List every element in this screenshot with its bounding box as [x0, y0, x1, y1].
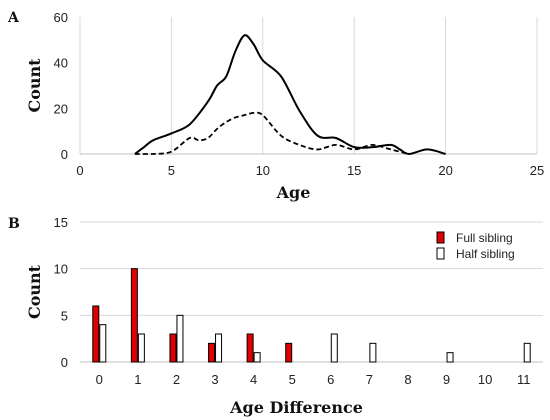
- legend: Full sibling Half sibling: [436, 231, 515, 261]
- x-tick-label: 25: [530, 163, 544, 178]
- panel-label: A: [7, 10, 20, 26]
- y-tick-label: 10: [54, 262, 68, 277]
- bar-half-sibling-11: [523, 342, 531, 363]
- bar-half-sibling-9: [446, 352, 454, 363]
- bar-half-sibling-1: [137, 333, 145, 363]
- x-tick-label: 2: [173, 372, 180, 387]
- bar-full-sibling-4: [246, 333, 254, 363]
- x-tick-label: 6: [327, 372, 334, 387]
- x-tick-label: 9: [443, 372, 450, 387]
- x-axis-title: Age: [276, 183, 311, 202]
- bar-half-sibling-4: [253, 352, 261, 363]
- bar-half-sibling-6: [330, 333, 338, 363]
- bar-half-sibling-2: [176, 314, 184, 363]
- legend-label-1: Half sibling: [456, 247, 515, 261]
- x-tick-label: 4: [250, 372, 257, 387]
- legend-swatch-0: [436, 231, 445, 244]
- x-tick-label: 7: [366, 372, 373, 387]
- bar-full-sibling-0: [92, 305, 100, 363]
- bar-half-sibling-3: [215, 333, 223, 363]
- y-tick-label: 15: [54, 215, 68, 230]
- x-tick-label: 3: [211, 372, 218, 387]
- y-tick-label: 0: [61, 355, 68, 370]
- x-tick-label: 20: [438, 163, 452, 178]
- y-tick-label: 60: [54, 10, 68, 25]
- y-tick-label: 20: [54, 101, 68, 116]
- x-axis-title: Age Difference: [229, 398, 363, 417]
- bar-half-sibling-0: [99, 324, 107, 363]
- x-tick-label: 10: [256, 163, 270, 178]
- y-axis-title: Count: [25, 264, 44, 319]
- y-axis-title: Count: [25, 58, 44, 113]
- legend-swatch-1: [436, 247, 445, 260]
- x-tick-label: 1: [134, 372, 141, 387]
- y-tick-label: 0: [61, 147, 68, 162]
- bar-full-sibling-1: [130, 268, 138, 363]
- panel-a-line-chart: A 0 5 10 15 20 25 0 20 40 60 Age Count: [7, 10, 544, 202]
- x-tick-label: 11: [517, 372, 531, 387]
- x-tick-label: 5: [168, 163, 175, 178]
- x-tick-label: 0: [76, 163, 83, 178]
- panel-label: B: [8, 216, 20, 232]
- legend-label-0: Full sibling: [456, 231, 513, 245]
- series-line-solid: [134, 34, 446, 156]
- bar-full-sibling-2: [169, 333, 177, 363]
- x-tick-label: 15: [347, 163, 361, 178]
- y-tick-label: 40: [54, 56, 68, 71]
- y-tick-label: 5: [61, 308, 68, 323]
- x-tick-label: 0: [96, 372, 103, 387]
- x-tick-label: 5: [289, 372, 296, 387]
- panel-b-bar-chart: B 0 5 10 15 0 1 2 3 4 5 6 7 8 9 10 11 Full sibling Half si…: [8, 215, 543, 417]
- x-tick-label: 8: [404, 372, 411, 387]
- bar-full-sibling-5: [285, 342, 293, 363]
- bar-full-sibling-3: [208, 342, 216, 363]
- x-tick-label: 10: [478, 372, 492, 387]
- bar-half-sibling-7: [369, 342, 377, 363]
- series-line-dashed: [134, 111, 410, 155]
